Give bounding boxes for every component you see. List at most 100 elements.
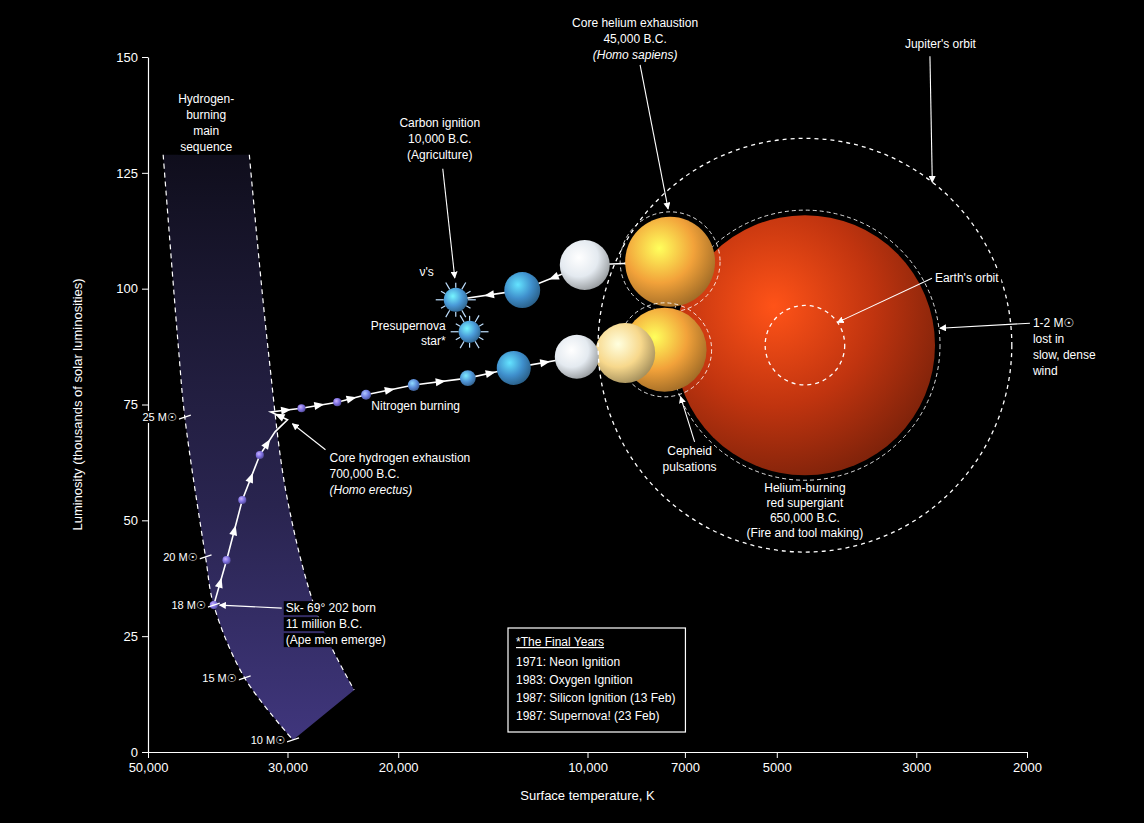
label-patch: [570, 16, 700, 30]
burst-star: [451, 315, 489, 348]
final-years-event: 1971: Neon Ignition: [516, 655, 620, 669]
x-axis-tick-label: 5000: [763, 760, 792, 775]
y-axis-tick-label: 100: [116, 281, 138, 296]
star: [256, 451, 264, 459]
x-axis-tick-label: 7000: [671, 760, 700, 775]
star-disc: [444, 288, 468, 312]
annotation-line: Carbon ignition: [399, 116, 480, 130]
dashed-edge: [163, 155, 293, 740]
x-axis: 50,00030,00020,00010,0007000500030002000: [129, 752, 1042, 775]
burst-ray: [469, 316, 470, 321]
mass-tick: [239, 676, 251, 680]
star: [460, 370, 476, 386]
label-patch: [406, 132, 473, 146]
annotation-line: 700,000 B.C.: [329, 467, 399, 481]
track-arrowhead: [547, 272, 559, 283]
label-patches: [176, 92, 236, 154]
pointer: [292, 424, 325, 450]
burst-ray: [469, 343, 470, 348]
star-disc: [459, 321, 481, 343]
label-patch: [284, 617, 364, 631]
annotation-line: Helium-burning: [764, 481, 845, 495]
label-patch: [327, 451, 472, 465]
burst-ray: [456, 324, 460, 327]
star-disc: [460, 370, 476, 386]
final-years-event: 1987: Silicon Ignition (13 Feb): [516, 691, 675, 705]
y-axis-tick: 0: [131, 745, 148, 760]
label-patch: [665, 444, 714, 458]
burst-ray: [436, 299, 444, 300]
label-patch: [745, 526, 866, 540]
star: [497, 351, 531, 385]
x-axis-tick-label: 30,000: [268, 760, 308, 775]
x-axis-tick-label: 3000: [902, 760, 931, 775]
orbit-label-line: Jupiter's orbit: [905, 37, 977, 51]
pointer: [443, 169, 455, 278]
track-arrowhead: [246, 471, 257, 483]
main-sequence-band: [163, 155, 354, 740]
track-arrowhead: [346, 393, 358, 403]
y-axis-tick-mark: [142, 752, 148, 753]
label-patch: [140, 411, 178, 423]
annotation-line: main: [193, 124, 219, 138]
annotation-line: sequence: [180, 140, 232, 154]
star: [238, 496, 246, 504]
label-patches: [327, 451, 472, 497]
burst-ray: [468, 299, 476, 300]
annotation: ν's: [417, 265, 435, 279]
star: [222, 556, 230, 564]
track-arrowhead: [435, 377, 446, 386]
burst-ray: [456, 337, 460, 340]
label-patch: [1031, 348, 1098, 362]
label-patches: [933, 271, 1001, 285]
track-arrowhead: [281, 405, 292, 414]
track-arrowhead: [215, 577, 225, 589]
burst-ray: [462, 282, 466, 289]
orbit: [765, 305, 845, 385]
annotation-line: (Fire and tool making): [747, 526, 864, 540]
star-disc: [256, 451, 264, 459]
star: [408, 379, 420, 391]
star-disc: [555, 335, 599, 379]
annotation: Carbon ignition10,000 B.C.(Agriculture): [397, 116, 482, 162]
x-axis-tick-mark: [287, 752, 288, 758]
x-axis-tick-mark: [1027, 752, 1028, 758]
mass-tick: [200, 555, 212, 559]
label-patches: [140, 411, 178, 423]
label-patches: [745, 481, 866, 540]
mass-tick: [208, 603, 220, 607]
label-patches: [903, 37, 979, 51]
label-patch: [1031, 332, 1066, 346]
label-patch: [191, 124, 221, 138]
star: [555, 335, 599, 379]
burst-ray: [441, 306, 445, 309]
burst-ray: [441, 291, 445, 294]
x-axis-tick: 3000: [902, 752, 931, 775]
annotation-line: wind: [1032, 364, 1058, 378]
x-axis-tick: 30,000: [268, 752, 308, 775]
star-disc: [595, 323, 655, 383]
label-patch: [184, 108, 228, 122]
label-patch: [591, 48, 680, 62]
x-axis-tick-label: 2000: [1013, 760, 1042, 775]
burst-ray: [462, 310, 466, 317]
track-arrowhead: [384, 385, 395, 395]
star: [620, 212, 720, 312]
mass-tick: [179, 415, 191, 419]
label-patches: [369, 399, 462, 413]
label-patches: [284, 601, 388, 647]
x-axis-tick: 20,000: [379, 752, 419, 775]
y-axis-line: [148, 58, 149, 753]
annotation-line: (Agriculture): [407, 148, 472, 162]
annotation-line: star*: [421, 334, 446, 348]
pointer: [640, 65, 668, 209]
burst-ray: [475, 341, 479, 348]
annotation-line: 650,000 B.C.: [770, 511, 840, 525]
y-axis-tick-mark: [142, 636, 148, 637]
x-axis-tick-label: 50,000: [129, 760, 169, 775]
orbit-label: Earth's orbit: [933, 271, 1001, 285]
mass-label-line: 25 M☉: [142, 411, 176, 423]
pointer: [940, 323, 1030, 328]
annotation: Helium-burningred supergiant650,000 B.C.…: [745, 481, 866, 540]
y-axis-tick-label: 75: [124, 397, 138, 412]
